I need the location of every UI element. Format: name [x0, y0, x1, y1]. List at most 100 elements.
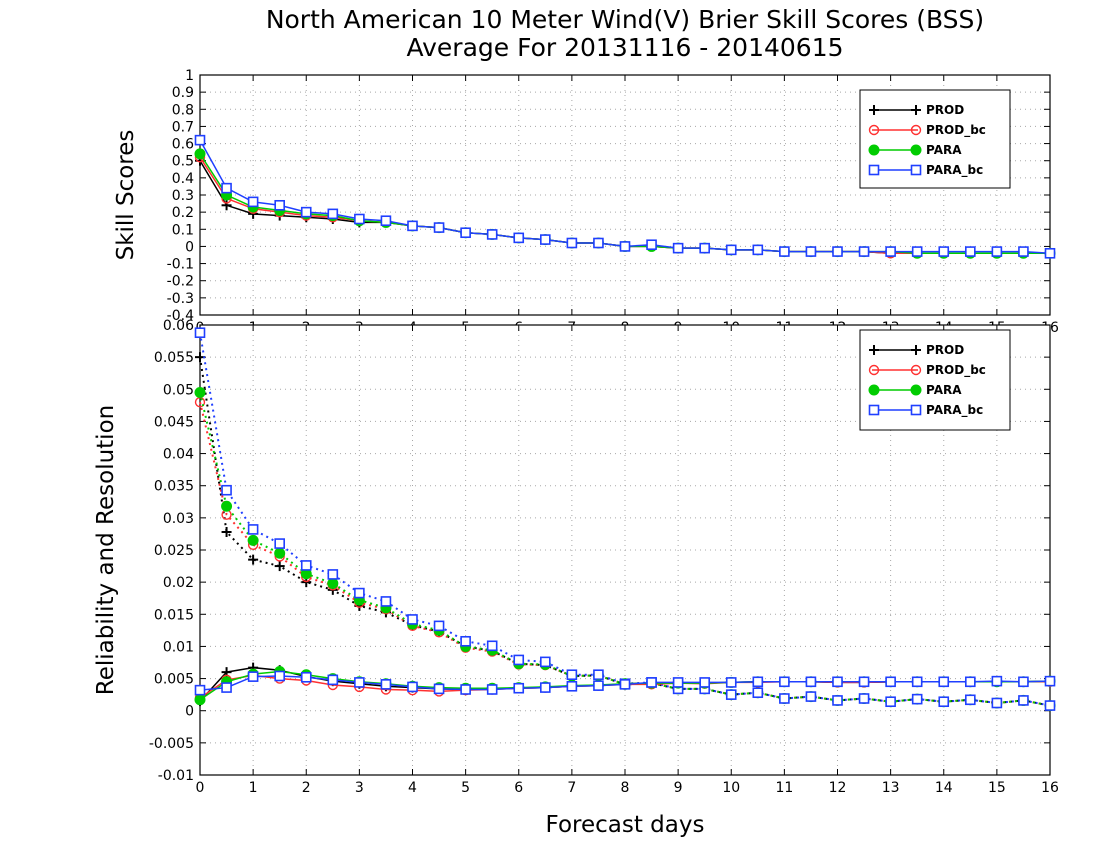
data-point — [513, 654, 525, 666]
data-point — [779, 693, 790, 704]
data-point — [725, 689, 737, 700]
x-tick-label: 5 — [461, 780, 470, 796]
data-point — [327, 208, 339, 220]
legend-label: PROD — [926, 103, 964, 117]
data-point — [380, 215, 392, 227]
data-point — [1044, 675, 1056, 687]
legend-label: PROD — [926, 343, 964, 357]
panel-2: 0 1 2 3 4 5 6 7 8 9 10 11 12 13 14 15 16-0.01-0.00500.00… — [149, 318, 1059, 796]
data-point — [885, 696, 896, 708]
y-tick-label: -0.4 — [167, 308, 194, 324]
legend-label: PROD_bc — [926, 123, 986, 138]
y-tick-label: 0.1 — [172, 222, 194, 238]
data-point — [566, 237, 578, 249]
x-tick-label: 1 — [249, 780, 258, 796]
legend-label: PARA_bc — [926, 163, 983, 178]
data-point — [593, 237, 604, 249]
y-tick-label: 0.8 — [172, 102, 194, 118]
y-tick-label: 0.05 — [163, 382, 194, 398]
data-point — [327, 674, 339, 686]
y-tick-label: 1 — [185, 68, 194, 84]
x-tick-label: 11 — [775, 780, 793, 796]
data-point — [672, 677, 684, 688]
data-point — [221, 527, 232, 537]
data-point — [938, 696, 950, 708]
y-tick-label: 0.025 — [154, 543, 194, 559]
data-point — [646, 239, 657, 251]
data-point — [832, 695, 843, 706]
data-point — [672, 242, 684, 254]
data-point — [486, 640, 498, 652]
data-point — [805, 246, 817, 257]
data-point — [540, 234, 551, 245]
data-point — [779, 246, 790, 257]
series-para-bc-resolution — [194, 327, 1056, 711]
data-point — [221, 484, 232, 496]
data-point — [1018, 695, 1029, 706]
data-point — [805, 676, 817, 688]
legend-label: PARA — [926, 383, 962, 397]
data-point — [194, 694, 206, 706]
legend-marker — [910, 144, 922, 156]
x-tick-label: 14 — [935, 780, 953, 796]
data-point — [1018, 676, 1029, 688]
legend-marker — [911, 345, 921, 355]
data-point — [619, 679, 631, 690]
data-point — [911, 246, 923, 257]
y-tick-label: 0.6 — [172, 137, 194, 153]
data-point — [327, 569, 339, 580]
data-point — [965, 694, 976, 706]
data-point — [832, 676, 843, 688]
legend-marker — [868, 384, 880, 396]
data-point — [646, 677, 657, 688]
legend-label: PARA — [926, 143, 962, 157]
y-tick-label: 0.055 — [154, 350, 194, 366]
legend-label: PARA_bc — [926, 403, 983, 418]
data-point — [832, 246, 843, 257]
data-point — [221, 182, 232, 194]
data-point — [540, 656, 551, 668]
x-tick-label: 15 — [988, 780, 1006, 796]
data-point — [991, 246, 1003, 257]
data-point — [248, 554, 259, 565]
data-point — [221, 500, 233, 512]
data-point — [1018, 246, 1029, 257]
top-y-axis-label: Skill Scores — [113, 130, 139, 261]
data-point — [300, 206, 312, 218]
data-point — [858, 693, 870, 704]
y-tick-label: 0.045 — [154, 414, 194, 430]
data-point — [725, 244, 737, 256]
data-point — [433, 222, 445, 233]
data-point — [247, 671, 259, 682]
data-point — [486, 229, 498, 240]
y-tick-label: 0.3 — [172, 188, 194, 204]
data-point — [460, 684, 471, 695]
x-tick-label: 3 — [355, 780, 364, 796]
y-tick-label: 0.9 — [172, 85, 194, 101]
data-point — [965, 676, 976, 688]
x-tick-label: 7 — [567, 780, 576, 796]
data-point — [540, 682, 551, 693]
legend-marker — [910, 124, 922, 136]
data-point — [752, 244, 764, 256]
data-point — [513, 682, 525, 694]
data-point — [779, 676, 790, 688]
legend-marker — [869, 105, 879, 115]
y-tick-label: 0.035 — [154, 479, 194, 495]
data-point — [593, 669, 604, 681]
data-point — [247, 534, 259, 546]
data-point — [274, 670, 285, 682]
legend: PROD PROD_bc PARA PARA_bc — [859, 329, 1011, 431]
data-point — [858, 676, 870, 688]
y-tick-label: 0.015 — [154, 607, 194, 623]
data-point — [460, 227, 471, 239]
data-point — [194, 387, 206, 398]
legend-marker — [910, 164, 922, 176]
x-tick-label: 2 — [302, 780, 311, 796]
data-point — [247, 524, 259, 535]
data-point — [486, 684, 498, 695]
data-point — [194, 148, 206, 160]
y-tick-label: -0.2 — [167, 274, 194, 290]
x-axis-label: Forecast days — [546, 812, 705, 838]
